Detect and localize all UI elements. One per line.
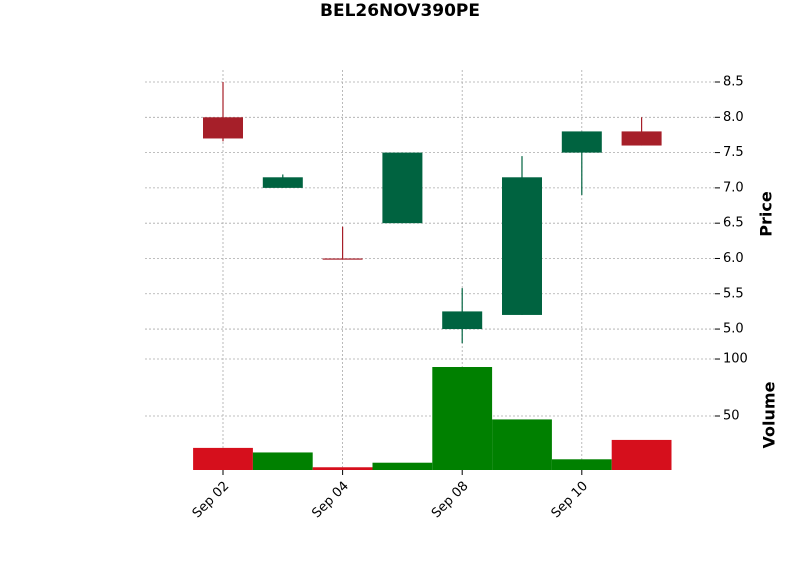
candle-body xyxy=(502,177,542,315)
candle-body xyxy=(322,258,363,260)
x-tick-label: Sep 02 xyxy=(190,479,233,522)
x-tick-label: Sep 08 xyxy=(429,479,472,522)
candle-body xyxy=(382,152,423,224)
y-tick-label: 6.5 xyxy=(723,216,744,231)
volume-bar xyxy=(193,447,253,470)
volume-bar xyxy=(611,439,672,470)
y-tick-label: 5.0 xyxy=(723,322,744,337)
volume-bar xyxy=(252,452,313,470)
volume-bar xyxy=(372,462,433,470)
candle-body xyxy=(621,131,662,146)
y-tick-label: 7.0 xyxy=(723,180,744,195)
volume-bar xyxy=(312,467,373,470)
y-axis-label: Price xyxy=(757,191,776,237)
y-tick-label: 5.5 xyxy=(723,286,744,301)
chart-title: BEL26NOV390PE xyxy=(320,1,480,21)
y-tick-label: 100 xyxy=(723,352,748,367)
x-tick-label: Sep 04 xyxy=(309,479,352,522)
candle-body xyxy=(262,177,303,188)
volume-bar xyxy=(551,459,612,470)
volume-axis-label: Volume xyxy=(760,381,779,448)
volume-bar xyxy=(432,367,493,470)
candle-body xyxy=(561,131,602,153)
y-tick-label: 8.0 xyxy=(723,110,744,125)
y-tick-label: 6.0 xyxy=(723,251,744,266)
x-tick-label: Sep 10 xyxy=(549,479,592,522)
candle-body xyxy=(442,311,483,330)
y-tick-label: 8.5 xyxy=(723,75,744,90)
y-tick-label: 50 xyxy=(723,408,740,423)
candle-body xyxy=(203,117,243,139)
y-tick-label: 7.5 xyxy=(723,145,744,160)
volume-bar xyxy=(492,419,552,470)
